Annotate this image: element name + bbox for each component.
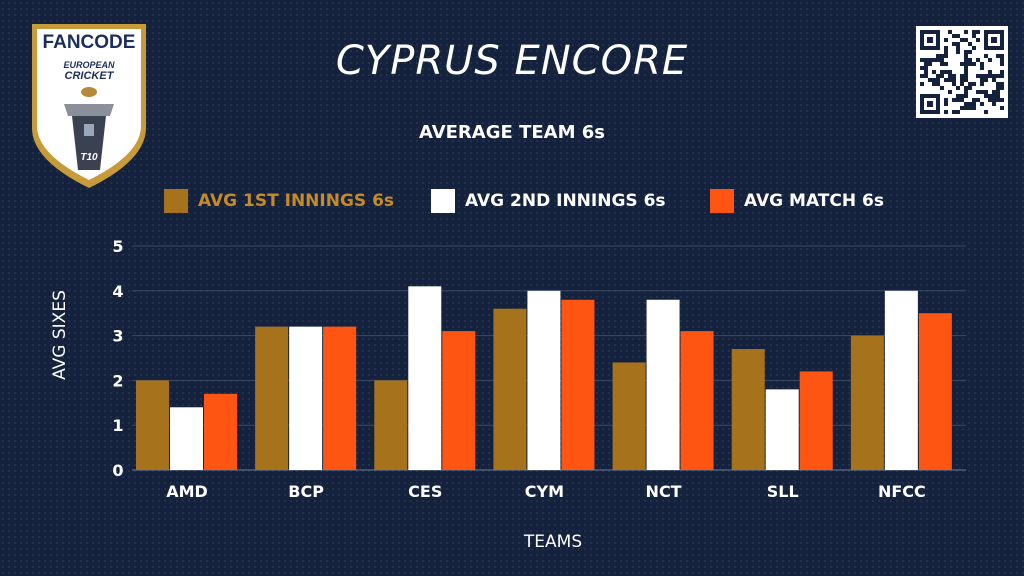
y-axis-label: AVG SIXES: [50, 290, 70, 380]
bar-ces-series-3: [442, 331, 476, 470]
bar-ces-series-2: [408, 286, 442, 470]
fancode-brand-text: FANCODE: [43, 32, 136, 53]
logo-line1-text: EUROPEAN: [63, 60, 115, 70]
qr-code-icon: [916, 26, 1008, 118]
legend-item-2nd-innings: AVG 2ND INNINGS 6s: [431, 184, 666, 218]
bar-nct-series-2: [646, 299, 680, 470]
x-tick-label-cym: CYM: [525, 482, 564, 501]
legend-swatch-1st-innings: [164, 189, 188, 213]
bar-bcp-series-1: [255, 326, 289, 470]
bar-amd-series-2: [170, 407, 203, 470]
chart-title: CYPRUS ENCORE: [335, 38, 689, 84]
x-axis-label: TEAMS: [523, 532, 583, 552]
chart-legend: AVG 1ST INNINGS 6s AVG 2ND INNINGS 6s AV…: [0, 184, 1024, 218]
legend-item-1st-innings: AVG 1ST INNINGS 6s: [164, 184, 394, 218]
bar-ces-series-1: [374, 380, 408, 470]
x-tick-label-sll: SLL: [767, 482, 799, 501]
y-tick-label: 3: [112, 327, 123, 346]
x-tick-label-bcp: BCP: [288, 482, 324, 501]
legend-label-match: AVG MATCH 6s: [744, 191, 884, 211]
legend-swatch-2nd-innings: [431, 189, 455, 213]
logo-line2-text: CRICKET: [65, 70, 115, 82]
x-tick-label-ces: CES: [408, 482, 442, 501]
chart-subtitle: AVERAGE TEAM 6s: [419, 122, 605, 143]
bar-sll-series-1: [731, 349, 765, 470]
bar-bcp-series-2: [289, 326, 323, 470]
legend-label-2nd-innings: AVG 2ND INNINGS 6s: [465, 191, 666, 211]
legend-label-1st-innings: AVG 1ST INNINGS 6s: [198, 191, 395, 211]
bar-sll-series-3: [799, 371, 833, 470]
bar-bcp-series-3: [323, 326, 357, 470]
y-tick-label: 2: [112, 371, 123, 390]
x-tick-label-amd: AMD: [166, 482, 208, 501]
bar-nct-series-3: [680, 331, 714, 470]
bar-cym-series-1: [493, 308, 527, 470]
y-tick-label: 0: [112, 461, 123, 480]
y-tick-label: 4: [112, 282, 123, 301]
bar-nfcc-series-3: [918, 313, 952, 470]
legend-swatch-match: [710, 189, 734, 213]
bar-nfcc-series-2: [884, 290, 918, 470]
bar-sll-series-2: [765, 389, 799, 470]
bar-nct-series-1: [612, 362, 646, 470]
y-tick-label: 1: [112, 416, 123, 435]
x-tick-label-nct: NCT: [646, 482, 682, 501]
fancode-european-cricket-logo: FANCODE EUROPEAN CRICKET T10: [32, 24, 146, 188]
bar-amd-series-1: [136, 380, 169, 470]
bar-nfcc-series-1: [850, 335, 884, 470]
y-tick-label: 5: [112, 237, 123, 256]
logo-badge-text: T10: [80, 152, 98, 163]
bar-cym-series-3: [561, 299, 595, 470]
legend-item-match: AVG MATCH 6s: [710, 184, 884, 218]
bar-cym-series-2: [527, 290, 561, 470]
x-tick-label-nfcc: NFCC: [878, 482, 926, 501]
bar-amd-series-3: [204, 393, 237, 470]
